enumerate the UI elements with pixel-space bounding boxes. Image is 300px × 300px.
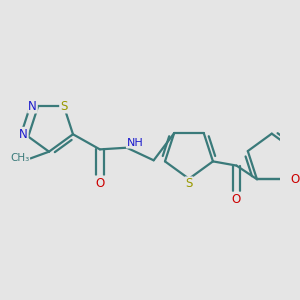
Text: CH₃: CH₃	[10, 153, 29, 164]
Text: NH: NH	[127, 138, 144, 148]
Text: N: N	[28, 100, 37, 112]
Text: S: S	[60, 100, 68, 112]
Text: O: O	[95, 176, 104, 190]
Text: O: O	[290, 173, 300, 186]
Text: O: O	[232, 193, 241, 206]
Text: N: N	[19, 128, 28, 141]
Text: S: S	[185, 177, 193, 190]
